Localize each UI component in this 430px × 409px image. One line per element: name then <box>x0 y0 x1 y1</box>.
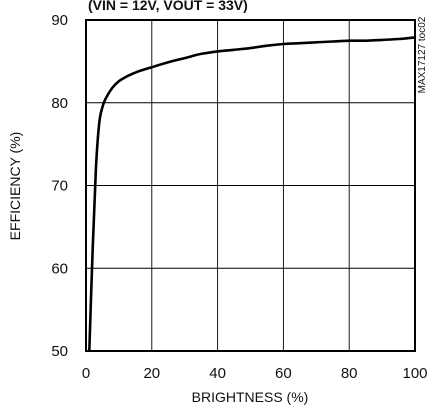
y-tick-label: 90 <box>51 12 68 29</box>
plot-frame <box>85 19 416 352</box>
x-tick-label: 80 <box>341 365 358 382</box>
x-tick-label: 0 <box>82 365 90 382</box>
x-tick-label: 20 <box>143 365 160 382</box>
x-tick-label: 60 <box>275 365 292 382</box>
figure-id-label: MAX17127 toc02 <box>417 16 428 93</box>
y-tick-label: 70 <box>51 178 68 195</box>
x-tick-labels: 0 20 40 60 80 100 <box>82 365 428 382</box>
grid-lines <box>85 19 416 352</box>
chart-title: (VIN = 12V, VOUT = 33V) <box>88 0 248 13</box>
efficiency-curve <box>88 36 416 352</box>
x-tick-label: 100 <box>402 365 427 382</box>
y-tick-label: 80 <box>51 95 68 112</box>
y-tick-label: 50 <box>51 343 68 360</box>
x-axis-label: BRIGHTNESS (%) <box>192 389 309 405</box>
y-axis-label: EFFICIENCY (%) <box>7 132 23 241</box>
y-tick-labels: 50 60 70 80 90 <box>51 12 68 360</box>
x-tick-label: 40 <box>209 365 226 382</box>
y-tick-label: 60 <box>51 260 68 277</box>
